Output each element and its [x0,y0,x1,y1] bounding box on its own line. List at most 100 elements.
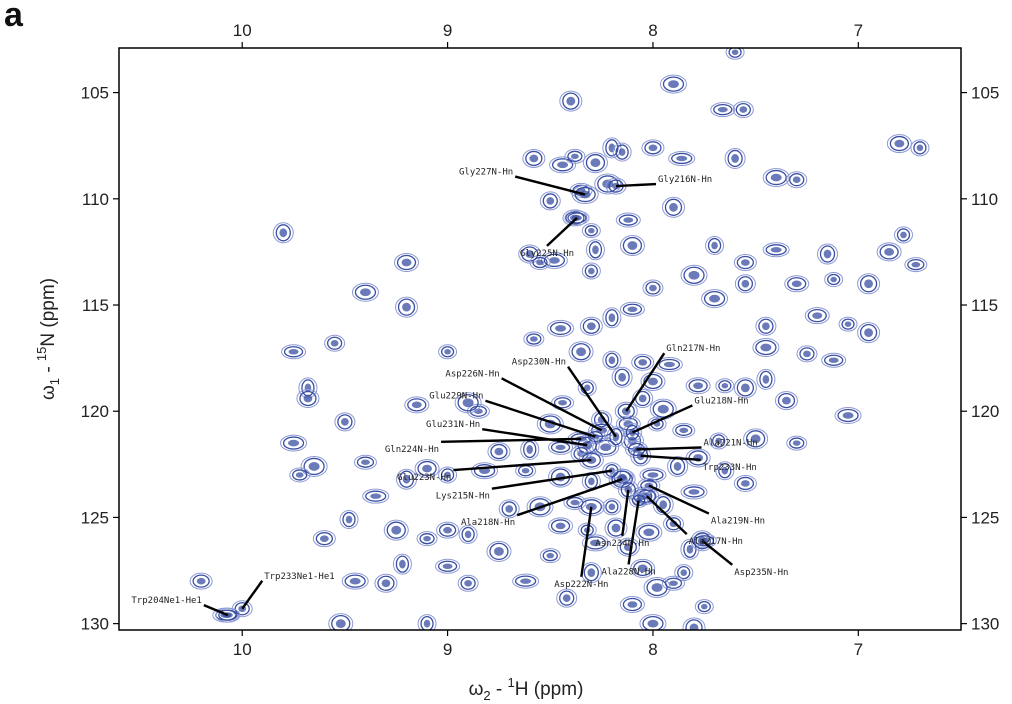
contour-core [608,313,616,323]
contour-core [741,279,750,288]
contour-ring-outer [709,432,729,450]
contour-ring [913,141,927,155]
contour-core [842,412,854,419]
contour-ring-outer [824,272,844,288]
contour-ring-outer [615,212,641,228]
contour-core [663,361,675,368]
peak-contour [435,558,461,574]
contour-core [335,619,346,629]
contour-core [566,96,576,106]
peak-contour [659,74,687,94]
peak-label: Gly225N-Hn [520,249,574,259]
peak-contour [904,257,928,273]
contour-ring [789,437,805,449]
contour-ring-outer [215,607,241,623]
peak-contour [602,498,622,516]
contour-core [546,197,555,205]
axes: 10 10 9 9 8 8 7 7 105 105 110 110 115 115 120 120 125 125… [81,21,1000,659]
contour-core [526,445,534,454]
peak-contour [834,406,862,424]
contour-ring-outer [755,316,777,336]
peak-contour [661,196,685,218]
contour-core [349,577,361,585]
peak-contour [351,282,379,302]
contour-ring-outer [392,553,412,575]
contour-core [643,528,655,537]
peak-label: Ala228N-Hn [601,567,655,577]
contour-ring-outer [694,599,714,615]
contour-core [709,294,721,303]
peak-contour [582,152,608,174]
contour-ring [549,321,572,336]
contour-ring-outer [632,388,654,408]
peak-contour [743,428,769,450]
leader-line [203,604,229,617]
contour-core [562,594,571,602]
contour-ring [437,560,458,572]
peak-contour [520,438,540,460]
contour-core [717,106,728,113]
peak-label: Trp233Ne1-He1 [264,572,334,582]
contour-ring-outer [564,210,590,226]
peak-label: Gln224N-Hn [385,445,439,455]
contour-ring [693,532,711,550]
peak-label: Glu218N-Hn [694,396,748,406]
peak-contour [701,289,729,309]
contour-ring-outer [312,530,336,548]
contour-ring [574,186,596,203]
contour-ring-outer [661,196,685,218]
x-tick-label-top: 8 [648,21,657,40]
peak-contour [548,517,574,535]
contour-ring [417,460,437,477]
peak-contour [581,223,601,239]
contour-ring [727,149,743,168]
plot-frame [118,47,962,631]
peak-contour [796,345,818,363]
contour-core [627,601,638,608]
y-tick-label-left: 110 [82,190,109,209]
contour-ring-outer [611,366,633,388]
peak-contour [682,617,706,630]
contour-ring [758,318,774,334]
peak-contour [581,534,609,552]
contour-ring-outer [324,334,346,352]
contour-ring-outer [581,534,609,552]
contour-ring [859,275,878,293]
contour-core [900,231,907,239]
contour-core [464,530,472,539]
contour-ring [344,574,366,588]
peak-contour [824,272,844,288]
peak-contour [709,432,729,450]
contour-ring [396,254,417,271]
contour-ring [585,154,606,172]
contour-ring [736,379,755,397]
contour-ring-outer [526,496,554,518]
contour-ring-outer [715,461,735,481]
peak-contour [668,150,696,166]
contour-core [423,535,431,542]
contour-ring [677,565,691,580]
peak-contour [733,377,757,399]
contour-core [381,579,391,588]
contour-core [341,417,349,426]
peak-contour [672,422,696,438]
peak-contour [374,573,398,593]
contour-ring [665,517,682,531]
contour-ring [683,266,705,284]
contour-core [587,568,596,578]
contour-ring-outer [710,102,736,118]
contour-ring-outer [732,101,754,119]
contour-ring [283,346,304,358]
peak-contour [804,307,830,325]
contour-ring-outer [549,156,577,174]
contour-ring-outer [680,484,708,500]
peak-contour [580,562,602,584]
contour-ring [543,253,566,268]
contour-ring [675,424,693,436]
contour-ring [386,521,406,539]
contour-core [770,173,782,182]
contour-core [608,503,616,511]
contour-core [864,328,873,338]
contour-ring [652,400,674,418]
contour-ring [542,550,558,562]
